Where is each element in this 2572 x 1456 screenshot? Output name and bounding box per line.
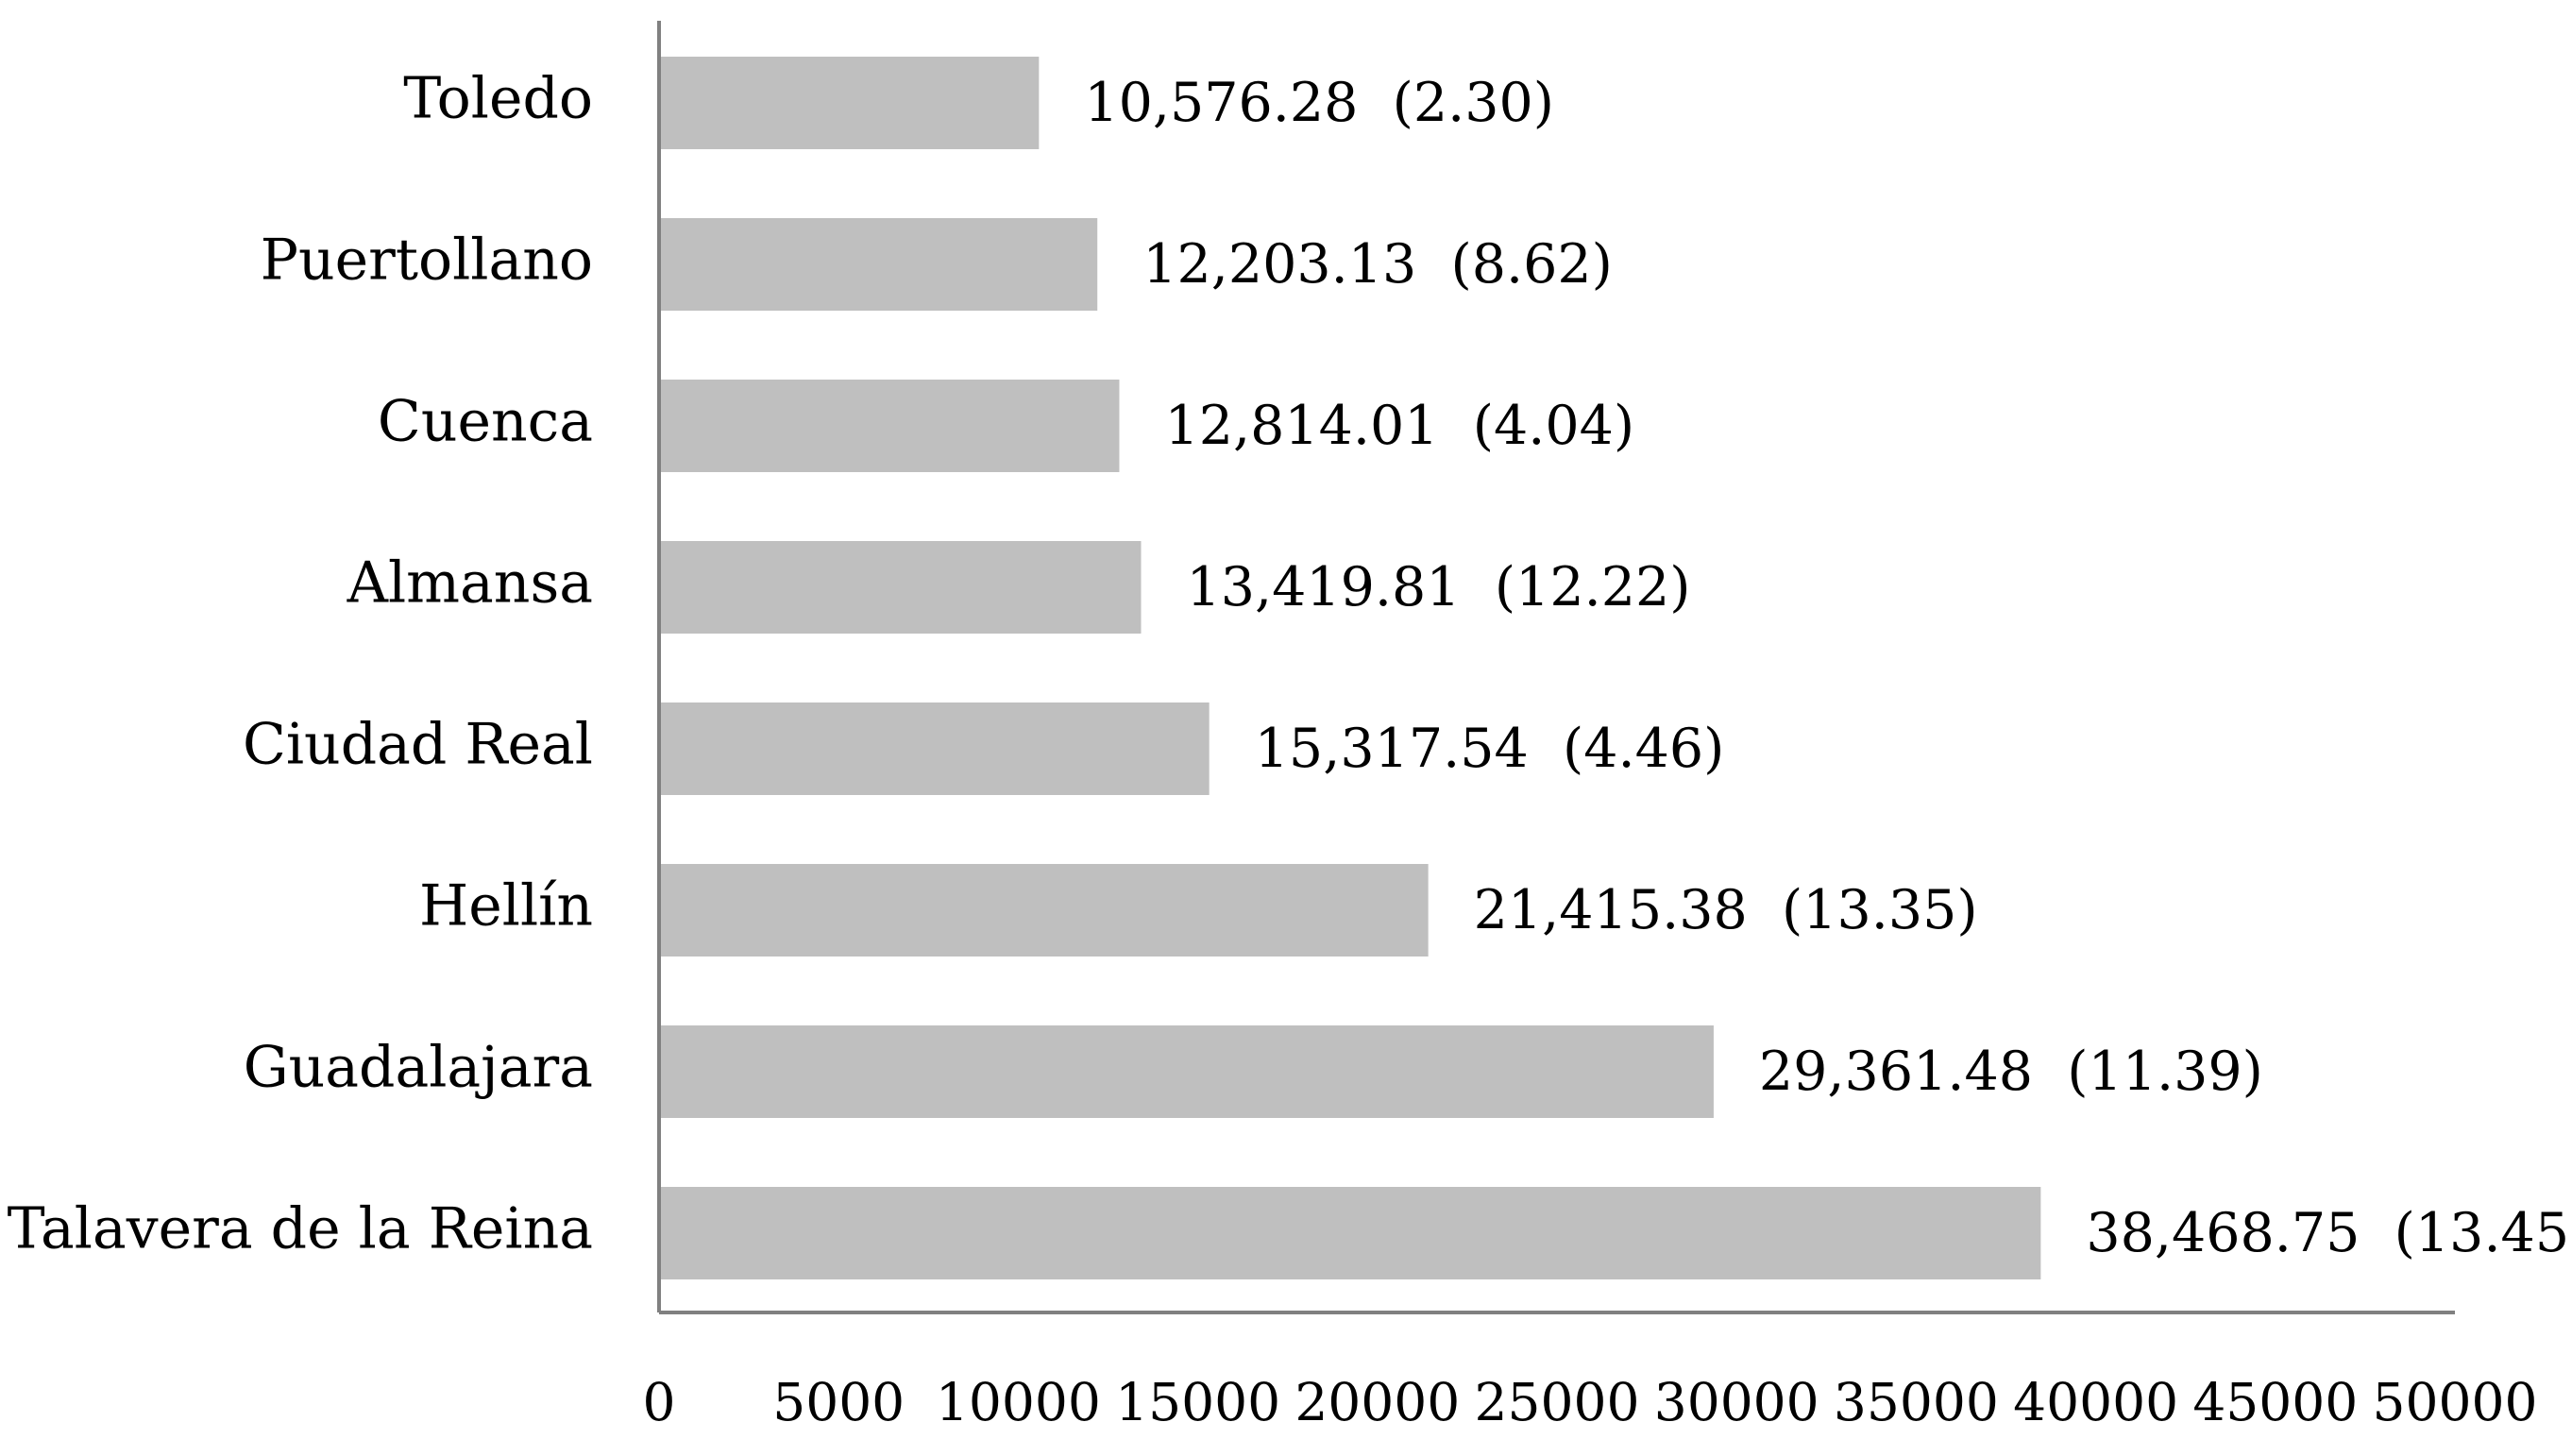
data-label: 21,415.38 (13.35) bbox=[1474, 879, 1978, 941]
data-label: 12,203.13 (8.62) bbox=[1142, 233, 1613, 296]
bar-7 bbox=[659, 1187, 2041, 1279]
x-tick-label: 30000 bbox=[1654, 1372, 1819, 1432]
bar-5 bbox=[659, 864, 1429, 957]
data-label: 29,361.48 (11.39) bbox=[1759, 1041, 2263, 1103]
category-label: Hellín bbox=[419, 873, 593, 940]
x-tick-label: 50000 bbox=[2373, 1372, 2538, 1432]
category-label: Puertollano bbox=[261, 228, 593, 294]
x-tick-label: 5000 bbox=[772, 1372, 905, 1432]
category-label: Cuenca bbox=[378, 389, 593, 455]
category-label: Almansa bbox=[347, 550, 593, 617]
x-tick-labels: 0 5000 10000 15000 20000 25000 30000 35000 40000… bbox=[643, 1372, 2538, 1432]
data-label: 38,468.75 (13.45) bbox=[2086, 1202, 2572, 1264]
x-tick-label: 10000 bbox=[936, 1372, 1101, 1432]
bar-3 bbox=[659, 541, 1142, 634]
bar-6 bbox=[659, 1025, 1714, 1118]
x-tick-label: 20000 bbox=[1294, 1372, 1460, 1432]
category-labels: Toledo Puertollano Cuenca Almansa Ciudad Rea… bbox=[8, 66, 593, 1262]
x-tick-label: 35000 bbox=[1834, 1372, 1999, 1432]
bars-group bbox=[659, 57, 2041, 1279]
bar-2 bbox=[659, 380, 1120, 472]
data-label: 10,576.28 (2.30) bbox=[1084, 72, 1554, 134]
bar-0 bbox=[659, 57, 1040, 149]
data-label: 15,317.54 (4.46) bbox=[1255, 718, 1725, 780]
category-label: Talavera de la Reina bbox=[8, 1196, 593, 1262]
bar-1 bbox=[659, 218, 1098, 311]
data-label: 13,419.81 (12.22) bbox=[1186, 556, 1690, 618]
category-label: Ciudad Real bbox=[243, 712, 593, 778]
data-label: 12,814.01 (4.04) bbox=[1164, 395, 1634, 457]
category-label: Guadalajara bbox=[244, 1035, 593, 1101]
category-label: Toledo bbox=[403, 66, 593, 132]
x-tick-label: 0 bbox=[643, 1372, 676, 1432]
x-tick-label: 15000 bbox=[1115, 1372, 1280, 1432]
x-tick-label: 45000 bbox=[2192, 1372, 2358, 1432]
x-tick-label: 25000 bbox=[1475, 1372, 1640, 1432]
data-labels: 10,576.28 (2.30) 12,203.13 (8.62) 12,814.0… bbox=[1084, 72, 2572, 1264]
bar-4 bbox=[659, 703, 1210, 795]
x-tick-label: 40000 bbox=[2013, 1372, 2178, 1432]
